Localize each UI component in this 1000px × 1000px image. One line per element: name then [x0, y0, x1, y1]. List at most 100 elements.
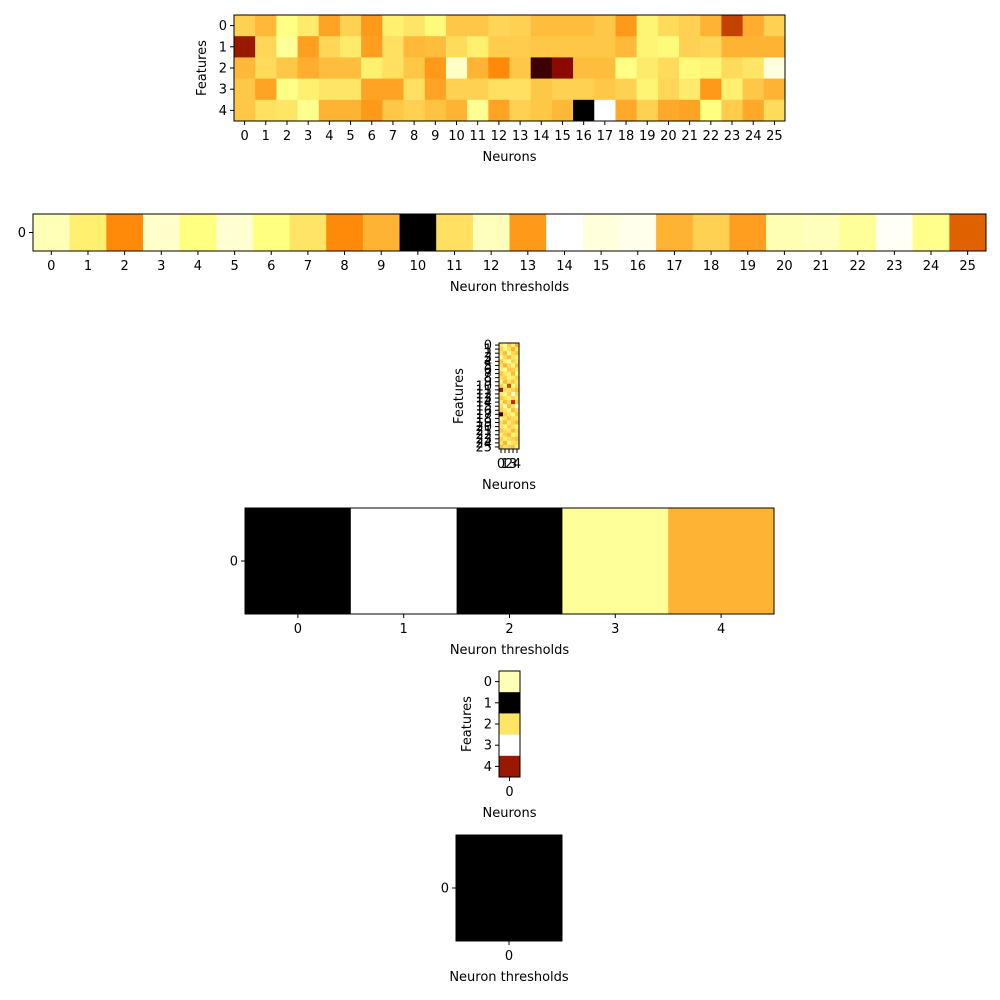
heatmap-cell-r12-c2 [507, 391, 512, 397]
heatmap-cell-r3-c1 [503, 355, 508, 360]
y-tick-label: 16 [475, 404, 492, 419]
heatmap-cell-r17-c0 [499, 412, 504, 417]
x-tick-label: 5 [230, 259, 238, 274]
heatmap-cell-r0-c1 [350, 508, 457, 615]
x-tick-label: 15 [554, 129, 571, 144]
heatmap-cell-r4-c24 [742, 99, 765, 122]
heatmap-cell-r1-c5 [339, 36, 362, 58]
heatmap-cell-r25-c0 [499, 444, 504, 450]
heatmap-cell-r4-c14 [530, 99, 553, 122]
heatmap-cell-r0-c5 [216, 214, 254, 252]
x-tick-label: 5 [346, 129, 354, 144]
x-tick-label: 2 [505, 622, 513, 637]
heatmap-cell-r1-c19 [636, 36, 659, 58]
x-tick-label: 19 [739, 259, 756, 274]
y-tick-label: 0 [230, 555, 238, 570]
heatmap-cell-r2-c18 [615, 57, 638, 79]
heatmap-cell-r4-c2 [507, 359, 512, 364]
heatmap-cell-r2-c24 [742, 57, 765, 79]
y-tick-label: 6 [484, 363, 492, 378]
heatmap-cell-r4-c16 [573, 99, 595, 122]
heatmap-cell-r4-c17 [594, 99, 616, 122]
x-tick-label: 3 [611, 622, 619, 637]
heatmap-cell-r16-c3 [511, 408, 516, 413]
heatmap-cell-r0-c13 [509, 214, 547, 252]
heatmap-cell-r2-c20 [657, 57, 680, 79]
heatmap-cell-r23-c2 [507, 436, 512, 442]
x-tick-label: 0 [240, 129, 248, 144]
heatmap-cell-r17-c2 [507, 412, 512, 417]
x-axis-label: Neuron thresholds [450, 643, 570, 658]
heatmap-cell-r0-c22 [839, 214, 877, 252]
heatmap-cell-r17-c3 [511, 412, 516, 417]
panel-weights-layer-2: 0123401234567891011121314151617181920212… [452, 339, 536, 493]
x-tick-label: 12 [483, 259, 500, 274]
heatmap-cell-r22-c4 [515, 432, 520, 438]
heatmap-cell-r9-c0 [499, 379, 504, 385]
heatmap-cell-r1-c18 [615, 36, 638, 58]
heatmap-cell-r4-c4 [515, 359, 520, 364]
heatmap-cell-r1-c7 [382, 36, 404, 58]
x-tick-label: 3 [157, 259, 165, 274]
heatmap-cell-r4-c4 [318, 99, 341, 122]
heatmap-cell-r0-c3 [511, 343, 516, 348]
heatmap-cell-r3-c17 [594, 78, 616, 101]
heatmap-cell-r4-c19 [636, 99, 659, 122]
heatmap-cell-r4-c22 [700, 99, 722, 122]
heatmap-cell-r0-c0 [499, 343, 504, 348]
heatmap-cell-r2-c23 [721, 57, 744, 79]
heatmap-cell-r3-c20 [657, 78, 680, 101]
y-tick-label: 12 [475, 387, 492, 402]
x-tick-label: 12 [491, 129, 508, 144]
heatmap-cell-r2-c19 [636, 57, 659, 79]
heatmap-cell-r5-c1 [503, 363, 508, 368]
y-tick-label: 17 [475, 408, 492, 423]
x-tick-label: 0 [505, 949, 513, 964]
y-tick-label: 0 [219, 19, 227, 34]
heatmap-cell-r4-c12 [488, 99, 510, 122]
heatmap-cell-r5-c2 [507, 363, 512, 368]
y-tick-label: 4 [484, 760, 492, 775]
x-tick-label: 18 [703, 259, 720, 274]
heatmap-cell-r2-c7 [382, 57, 404, 79]
heatmap-cell-r0-c9 [362, 214, 400, 252]
heatmap-cell-r3-c21 [679, 78, 701, 101]
heatmap-cell-r0-c11 [436, 214, 474, 252]
heatmap-cell-r21-c1 [503, 428, 508, 434]
heatmap-cell-r0-c12 [472, 214, 510, 252]
x-tick-label: 22 [703, 129, 720, 144]
heatmap-cell-r1-c0 [499, 692, 521, 714]
heatmap-cell-r1-c17 [594, 36, 616, 58]
x-tick-label: 23 [724, 129, 741, 144]
heatmap-cell-r3-c8 [403, 78, 426, 101]
x-tick-label: 4 [194, 259, 202, 274]
x-tick-label: 18 [618, 129, 635, 144]
heatmap-cell-r3-c14 [530, 78, 553, 101]
heatmap-cell-r21-c0 [499, 428, 504, 434]
heatmap-cell-r7-c0 [499, 371, 504, 377]
x-tick-label: 15 [593, 259, 610, 274]
heatmap-cell-r0-c24 [742, 15, 765, 37]
heatmap-cell-r24-c4 [515, 440, 520, 446]
heatmap-cell-r0-c6 [252, 214, 290, 252]
heatmap-cell-r3-c18 [615, 78, 638, 101]
x-tick-label: 8 [340, 259, 348, 274]
heatmap-cell-r11-c2 [507, 387, 512, 393]
heatmap-cell-r1-c20 [657, 36, 680, 58]
heatmap-cell-r0-c17 [656, 214, 694, 252]
heatmap-cell-r2-c11 [467, 57, 489, 79]
x-tick-label: 1 [400, 622, 408, 637]
heatmap-cell-r4-c2 [276, 99, 298, 122]
heatmap-cell-r0-c21 [802, 214, 840, 252]
heatmap-cell-r21-c4 [515, 428, 520, 434]
heatmap-cell-r6-c2 [507, 367, 512, 372]
panel-thresholds-layer-2: 0 1 2 3 4 0 Neuron thresholds [230, 507, 775, 658]
heatmap-cell-r4-c8 [403, 99, 426, 122]
heatmap-cell-r11-c4 [515, 387, 520, 393]
heatmap-cell-r7-c1 [503, 371, 508, 377]
heatmap-cell-r3-c16 [573, 78, 595, 101]
x-tick-label: 2 [505, 457, 513, 472]
heatmap-cell-r1-c1 [255, 36, 277, 58]
heatmap-cell-r22-c3 [511, 432, 516, 438]
heatmap-cell-r6-c3 [511, 367, 516, 372]
